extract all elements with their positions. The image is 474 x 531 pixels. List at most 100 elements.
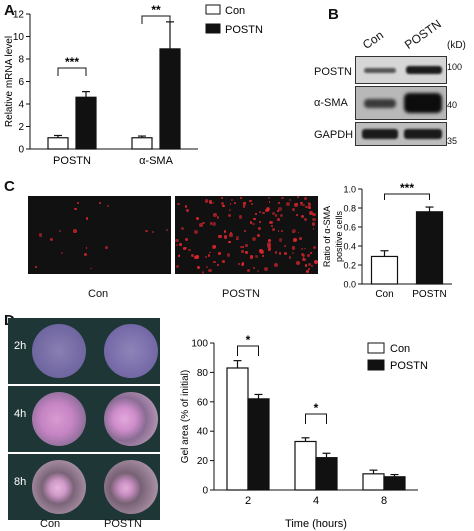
panel-c-y-tick-label: 0.6	[343, 223, 356, 233]
fluorescent-cell	[247, 268, 251, 272]
panel-c-x-tick-label: Con	[375, 289, 393, 300]
fluorescent-cell	[228, 233, 233, 238]
panel-c-y-tick-label: 0.8	[343, 204, 356, 214]
fluorescent-cell	[249, 255, 254, 259]
panel-a-significance-bracket	[57, 67, 87, 76]
fluorescent-cell	[307, 203, 311, 207]
fluorescent-cell	[299, 204, 302, 207]
panel-c-y-tick-label: 0.2	[343, 261, 356, 271]
fluorescent-cell	[190, 253, 194, 258]
fluorescent-cell	[222, 259, 226, 263]
fluorescent-cell	[178, 255, 181, 257]
fluorescent-cell	[268, 201, 271, 203]
gel-plate-4h	[8, 386, 160, 452]
fluorescent-cell	[176, 264, 180, 268]
panel-d-bar	[362, 473, 385, 491]
fluorescent-cell	[180, 226, 184, 230]
panel-d-bar	[226, 367, 249, 491]
fluorescent-cell	[212, 221, 217, 226]
fluorescent-cell	[35, 266, 37, 269]
fluorescent-cell	[308, 202, 310, 204]
fluorescent-cell	[274, 214, 278, 217]
fluorescent-cell	[308, 262, 312, 266]
panel-d-y-tick-label: 0	[202, 486, 208, 497]
gel-col-postn: POSTN	[104, 518, 142, 530]
fluorescent-cell	[267, 247, 271, 251]
panel-c-significance-stars: ***	[400, 181, 414, 195]
panel-c-bar	[370, 255, 399, 285]
fluorescent-cell	[165, 229, 168, 232]
fluorescent-cell	[212, 201, 215, 204]
fluorescent-cell	[256, 269, 260, 273]
fluorescent-cell	[238, 214, 243, 219]
panel-d-x-label: Time (hours)	[285, 518, 347, 530]
fluorescent-cell	[303, 247, 306, 250]
fluorescent-cell	[297, 196, 299, 199]
time-label-8h: 8h	[14, 476, 27, 488]
fluorescent-cell	[260, 250, 264, 254]
fluorescent-cell	[151, 231, 154, 234]
fluorescent-cell	[194, 254, 199, 259]
panel-d-legend-swatch-con	[367, 342, 385, 354]
fluorescent-cell	[242, 205, 245, 208]
fluorescent-cell	[304, 197, 307, 200]
fluorescent-cell	[278, 207, 283, 211]
fluorescent-cell	[177, 202, 180, 206]
fluorescent-cell	[299, 201, 303, 205]
fluorescent-cell	[277, 201, 281, 205]
panel-a-legend-swatch-postn	[205, 23, 221, 34]
fluorescent-cell	[244, 230, 247, 232]
fluorescent-cell	[261, 254, 264, 258]
blot-row-sma: α-SMA	[314, 97, 348, 109]
fluorescent-cell	[38, 233, 42, 237]
fluorescent-cell	[222, 204, 225, 208]
fluorescent-cell	[271, 227, 275, 231]
panel-a-legend-label-con: Con	[225, 5, 245, 17]
fluorescent-cell	[106, 204, 110, 208]
fluorescent-cell	[295, 261, 300, 266]
panel-d-significance-bracket	[237, 345, 259, 356]
fluorescent-cell	[251, 237, 256, 242]
fluorescent-cell	[291, 245, 296, 250]
fluorescent-cell	[252, 223, 255, 226]
fluorescent-cell	[241, 250, 244, 254]
fluorescent-cell	[205, 265, 208, 269]
fluorescent-cell	[178, 254, 181, 257]
panel-c-y-tick-label: 0.0	[343, 280, 356, 290]
fluorescent-cell	[204, 255, 208, 259]
panel-d-y-tick-label: 20	[197, 456, 209, 467]
fluorescent-cell	[305, 269, 310, 274]
panel-d-legend-swatch-postn	[367, 359, 385, 371]
fluorescent-cell	[241, 245, 244, 249]
panel-b-label: B	[328, 6, 339, 23]
panel-d-y-tick-label: 40	[197, 427, 209, 438]
panel-d-bar	[294, 440, 317, 491]
fluorescent-cell	[270, 224, 273, 227]
fluorescent-cell	[105, 246, 108, 249]
panel-d-bar	[315, 457, 338, 491]
fluorescent-cell	[300, 252, 305, 257]
panel-d-x-tick-label: 4	[313, 495, 319, 507]
panel-c-significance-bracket	[384, 193, 430, 200]
panel-a-y-label: Relative mRNA level	[4, 36, 15, 127]
panel-a-x-tick-label: α-SMA	[139, 155, 174, 167]
fluorescent-cell	[204, 199, 208, 203]
panel-d-y-label: Gel area (% of initial)	[180, 370, 191, 463]
panel-a-y-tick-label: 4	[18, 100, 24, 111]
fluorescent-cell	[249, 220, 253, 224]
fluorescent-cell	[249, 199, 252, 203]
fluorescent-cell	[213, 261, 216, 264]
fluorescent-cell	[311, 265, 314, 268]
panel-a-legend-label-postn: POSTN	[225, 24, 263, 36]
fluorescent-cell	[295, 202, 298, 205]
fluorescent-cell	[274, 263, 279, 267]
fluorescent-cell	[186, 209, 190, 213]
fluorescent-cell	[221, 196, 224, 199]
fluorescent-cell	[288, 256, 292, 259]
fluorescent-cell	[308, 205, 311, 209]
fluorescent-cell	[145, 229, 148, 233]
fluorescent-cell	[175, 238, 179, 243]
fluorescent-cell	[302, 253, 306, 257]
panel-a-y-tick-label: 6	[18, 77, 24, 88]
fluorescent-cell	[279, 213, 284, 218]
